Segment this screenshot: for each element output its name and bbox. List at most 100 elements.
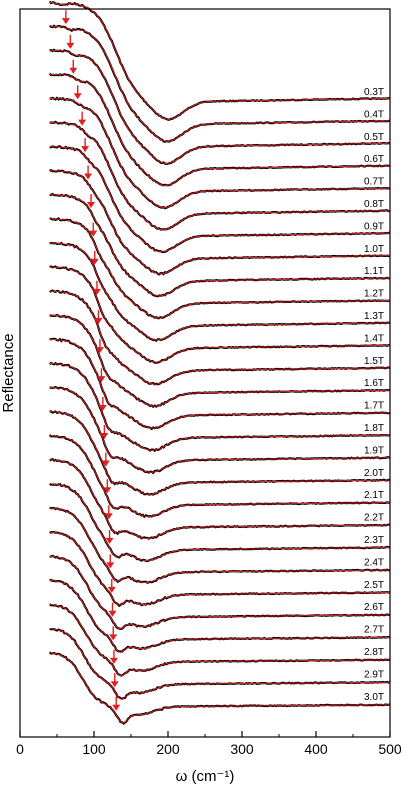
arrow-head	[101, 460, 110, 467]
fit-curve	[49, 362, 390, 451]
fit-curve	[49, 314, 390, 407]
fit-curve	[49, 194, 390, 297]
arrow-marker	[109, 649, 118, 664]
fit-curve	[49, 603, 390, 677]
arrow-head	[89, 230, 98, 237]
series-2.8T	[48, 603, 391, 677]
arrow-marker	[87, 193, 96, 208]
arrow-head	[98, 404, 107, 411]
series-label: 2.5T	[364, 580, 384, 591]
series-label: 2.2T	[364, 513, 384, 524]
data-trace	[48, 0, 391, 121]
arrow-head	[81, 146, 90, 153]
arrow-marker	[104, 505, 113, 520]
series-2.4T	[49, 506, 391, 584]
fit-curve	[49, 579, 390, 653]
arrow-head	[105, 537, 114, 544]
arrow-head	[84, 173, 93, 180]
series-0.5T	[49, 48, 391, 166]
series-1.7T	[49, 337, 391, 431]
arrow-marker	[81, 138, 90, 153]
fit-curve	[49, 338, 391, 429]
series-1.9T	[49, 385, 391, 475]
series-1.4T	[49, 265, 391, 364]
x-ticks-layer: 0 100 200 300 400 500	[16, 731, 402, 757]
series-1.3T	[49, 241, 391, 343]
fit-curve	[49, 170, 390, 275]
series-2.2T	[49, 457, 391, 540]
series-label: 3.0T	[364, 692, 384, 703]
arrow-marker	[98, 396, 107, 411]
series-0.9T	[49, 145, 390, 253]
series-1.2T	[49, 217, 391, 320]
arrow-marker	[97, 368, 106, 383]
fit-curve	[49, 531, 390, 606]
data-trace	[48, 651, 391, 725]
fit-curve	[49, 146, 390, 253]
arrow-marker	[108, 602, 117, 617]
series-label: 2.4T	[364, 557, 384, 568]
arrow-head	[108, 610, 117, 617]
fit-curve	[49, 122, 390, 231]
arrow-head	[90, 258, 99, 265]
series-0.7T	[49, 96, 391, 210]
series-1.8T	[49, 361, 390, 453]
series-label: 2.7T	[364, 625, 384, 636]
series-label: 1.0T	[364, 244, 384, 255]
series-0.3T	[48, 0, 391, 121]
series-1.6T	[49, 313, 391, 409]
arrow-marker	[66, 34, 75, 49]
y-axis-title: Reflectance	[0, 333, 17, 412]
x-tick-label: 100	[82, 741, 106, 757]
series-1.1T	[49, 192, 390, 298]
fit-curve	[49, 49, 390, 164]
arrow-head	[103, 487, 112, 494]
series-2.7T	[49, 578, 391, 653]
arrow-marker	[101, 452, 110, 467]
series-2.5T	[49, 530, 391, 608]
data-trace	[49, 145, 390, 253]
arrow-head	[109, 634, 118, 641]
data-trace	[49, 96, 391, 210]
series-label: 1.8T	[364, 423, 384, 434]
arrow-marker	[112, 696, 121, 711]
arrow-marker	[94, 309, 103, 324]
arrow-marker	[109, 626, 118, 641]
fit-curve	[49, 218, 390, 319]
data-trace	[48, 24, 391, 143]
arrow-head	[73, 93, 82, 100]
arrow-marker	[90, 250, 99, 265]
fit-curve	[49, 555, 390, 630]
series-0.6T	[48, 72, 391, 187]
series-label: 2.8T	[364, 647, 384, 658]
arrow-head	[87, 201, 96, 208]
x-tick-label: 300	[230, 741, 254, 757]
series-label: 1.6T	[364, 378, 384, 389]
fit-curve	[49, 266, 390, 363]
curves-layer	[48, 0, 391, 725]
data-trace	[49, 530, 391, 608]
x-tick-label: 400	[304, 741, 328, 757]
series-label: 0.5T	[364, 132, 384, 143]
fit-curve	[49, 652, 390, 724]
arrow-head	[107, 586, 116, 593]
series-label: 2.9T	[364, 669, 384, 680]
series-label: 2.6T	[364, 602, 384, 613]
arrow-marker	[103, 479, 112, 494]
arrow-head	[78, 119, 87, 126]
arrow-head	[92, 288, 101, 295]
arrow-marker	[92, 280, 101, 295]
arrow-head	[109, 657, 118, 664]
fit-curve	[49, 435, 390, 517]
arrow-head	[61, 18, 70, 25]
arrows-layer	[61, 10, 121, 711]
fit-curve	[49, 242, 390, 341]
fit-curve	[49, 411, 390, 495]
series-1.5T	[49, 289, 391, 386]
series-label: 0.3T	[364, 87, 384, 98]
series-labels-layer: 0.3T 0.4T 0.5T 0.6T 0.7T 0.8T 0.9T 1.0T 1.1T 1.2T…	[364, 87, 384, 703]
x-axis-title: ω (cm⁻¹)	[176, 768, 235, 785]
fit-curve	[49, 25, 391, 142]
arrow-head	[66, 42, 75, 49]
series-2.6T	[49, 554, 391, 631]
